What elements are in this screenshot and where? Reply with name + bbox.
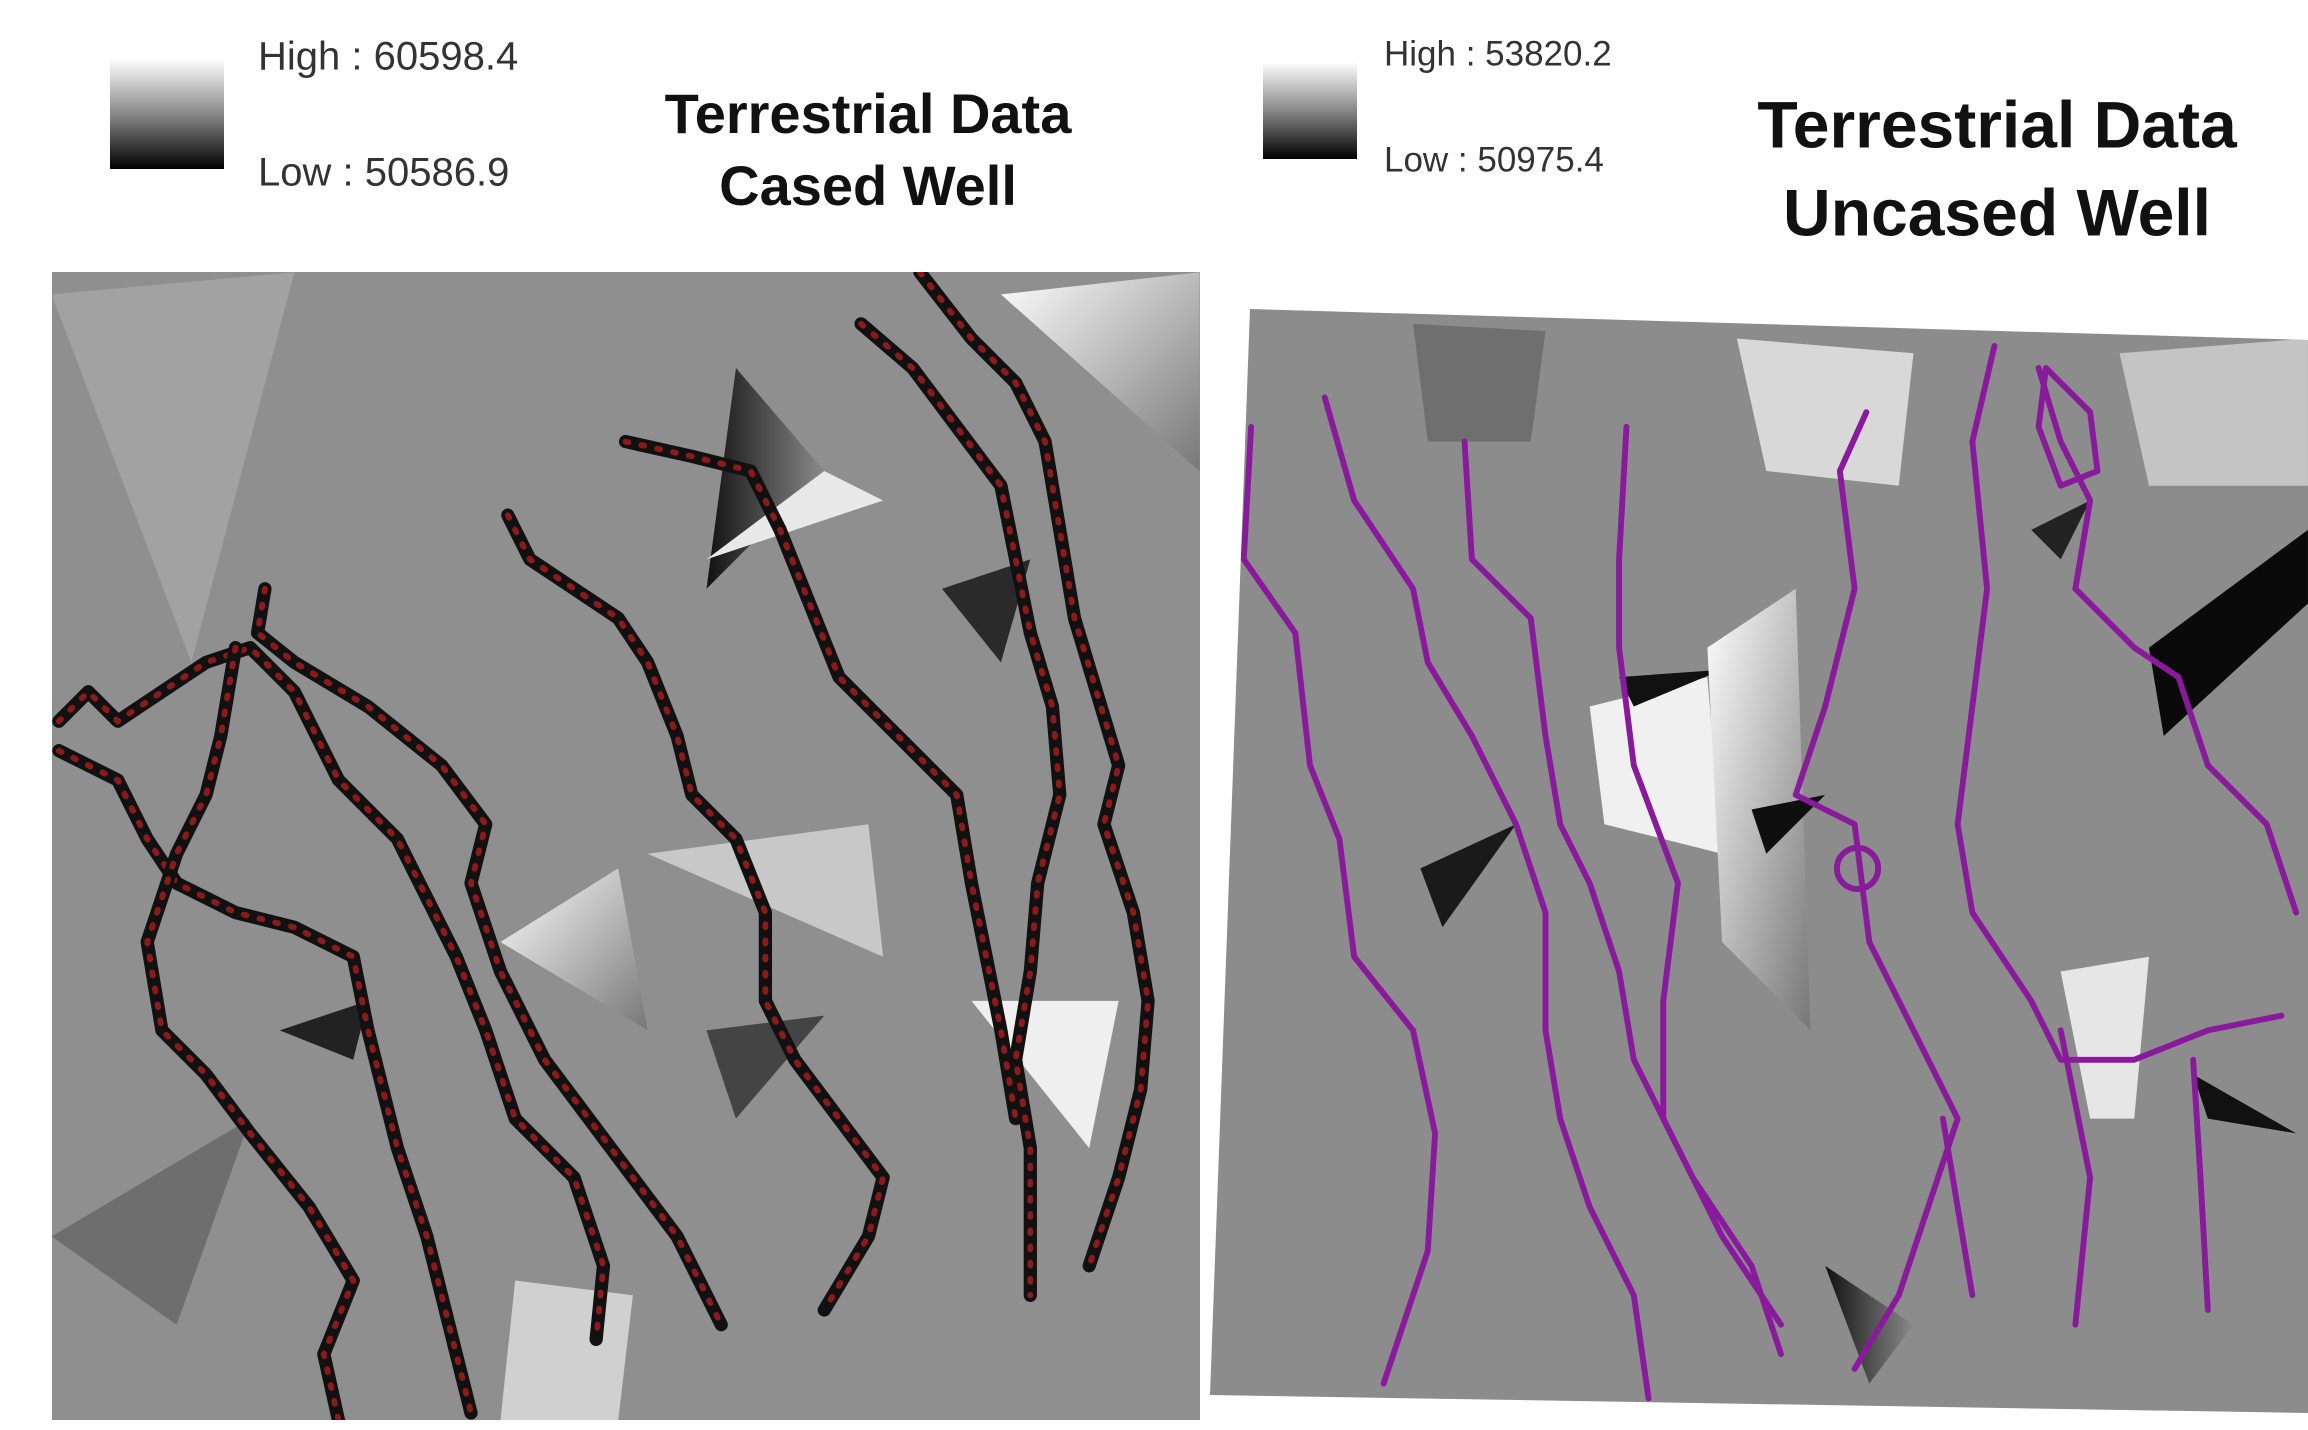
legend-high: High : 53820.2 <box>1384 34 1612 73</box>
left-panel: High : 60598.4 Low : 50586.9 Terrestrial… <box>52 35 1200 1421</box>
map <box>52 272 1200 1420</box>
figure: High : 60598.4 Low : 50586.9 Terrestrial… <box>0 0 2308 1430</box>
legend-high: High : 60598.4 <box>258 35 518 79</box>
panel-title: Terrestrial Data <box>1757 87 2238 161</box>
panel-title: Cased Well <box>719 154 1017 217</box>
panel-title: Terrestrial Data <box>665 82 1073 145</box>
legend-ramp <box>110 59 224 169</box>
map <box>1200 300 2308 1420</box>
legend-ramp <box>1263 62 1357 159</box>
right-panel: High : 53820.2 Low : 50975.4 Terrestrial… <box>1200 34 2308 1420</box>
legend-low: Low : 50586.9 <box>258 151 509 195</box>
panel-title: Uncased Well <box>1783 175 2211 249</box>
legend-low: Low : 50975.4 <box>1384 140 1604 179</box>
